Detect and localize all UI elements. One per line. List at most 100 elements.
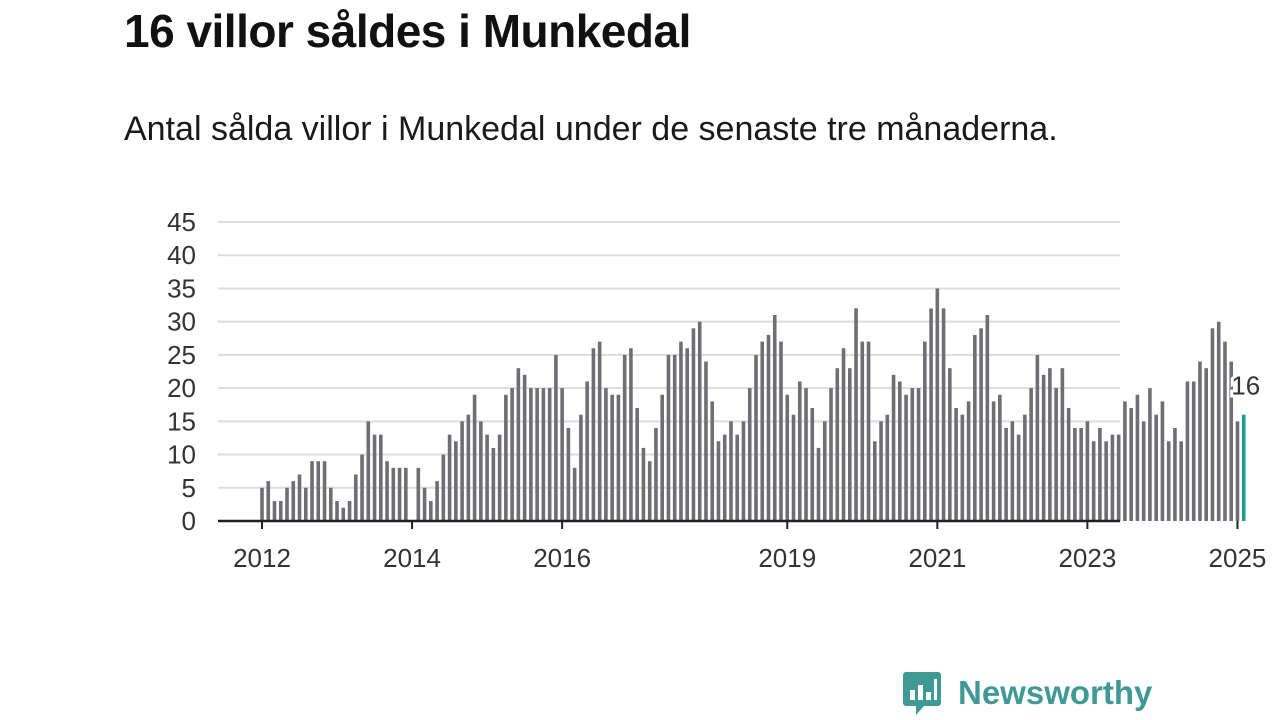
bar bbox=[810, 408, 815, 521]
bar bbox=[985, 315, 990, 521]
bar bbox=[679, 341, 683, 521]
bar bbox=[566, 427, 571, 521]
bar bbox=[772, 315, 777, 521]
bar bbox=[604, 388, 608, 521]
bar bbox=[1166, 441, 1171, 521]
bar bbox=[622, 354, 627, 521]
bar bbox=[341, 507, 346, 521]
bar bbox=[1129, 408, 1133, 521]
bar bbox=[666, 354, 671, 521]
bar-series bbox=[260, 288, 1246, 521]
bar bbox=[460, 421, 464, 521]
bar bbox=[735, 434, 740, 521]
bar bbox=[391, 467, 396, 521]
bar bbox=[491, 447, 496, 521]
bar bbox=[647, 461, 652, 521]
bar bbox=[973, 334, 977, 521]
y-tick-label: 35 bbox=[167, 273, 196, 303]
x-tick-label: 2016 bbox=[533, 543, 591, 573]
bar bbox=[860, 341, 865, 521]
bar bbox=[1098, 427, 1102, 521]
bar bbox=[760, 341, 765, 521]
bar bbox=[1179, 441, 1183, 521]
bar bbox=[954, 408, 958, 521]
highlight-value-label: 16 bbox=[1231, 371, 1260, 401]
bar bbox=[935, 288, 940, 521]
bar bbox=[891, 374, 896, 521]
bar bbox=[572, 467, 577, 521]
x-tick-label: 2014 bbox=[383, 543, 441, 573]
bar bbox=[1185, 381, 1190, 521]
bar-highlight bbox=[1241, 414, 1246, 521]
bar bbox=[929, 308, 933, 521]
bar bbox=[1198, 361, 1202, 521]
bar bbox=[328, 487, 333, 521]
y-tick-label: 20 bbox=[167, 373, 196, 403]
bar bbox=[785, 394, 790, 521]
bar bbox=[766, 334, 771, 521]
bar bbox=[285, 487, 289, 521]
bar bbox=[429, 501, 433, 521]
x-tick-label: 2023 bbox=[1058, 543, 1116, 573]
bar bbox=[560, 388, 564, 521]
bar bbox=[479, 421, 483, 521]
bar bbox=[1235, 421, 1240, 521]
bar bbox=[485, 434, 489, 521]
chart-subtitle: Antal sålda villor i Munkedal under de s… bbox=[124, 110, 1058, 148]
bar bbox=[1216, 321, 1221, 521]
bar bbox=[1048, 368, 1052, 521]
bar bbox=[916, 388, 921, 521]
bar bbox=[941, 308, 946, 521]
bar bbox=[966, 401, 971, 521]
bar bbox=[547, 388, 552, 521]
bar bbox=[510, 388, 514, 521]
bar bbox=[1035, 354, 1040, 521]
bar bbox=[816, 447, 821, 521]
bar bbox=[1148, 388, 1152, 521]
y-tick-label: 40 bbox=[167, 240, 196, 270]
bar bbox=[948, 368, 952, 521]
bar bbox=[291, 481, 296, 521]
bar bbox=[266, 481, 271, 521]
bar bbox=[829, 388, 833, 521]
bar bbox=[1079, 427, 1083, 521]
bar bbox=[529, 388, 533, 521]
y-tick-label: 10 bbox=[167, 440, 196, 470]
bar bbox=[466, 414, 471, 521]
bar bbox=[585, 381, 589, 521]
bar bbox=[923, 341, 927, 521]
bar bbox=[722, 434, 727, 521]
bar bbox=[879, 421, 883, 521]
bar bbox=[316, 461, 321, 521]
bar bbox=[353, 474, 358, 521]
bar bbox=[998, 394, 1002, 521]
bar bbox=[960, 414, 965, 521]
bar bbox=[379, 434, 383, 521]
bar bbox=[535, 388, 539, 521]
bar bbox=[1116, 434, 1121, 521]
bar bbox=[791, 414, 796, 521]
bar bbox=[616, 394, 621, 521]
bar bbox=[1066, 408, 1071, 521]
bar bbox=[522, 374, 527, 521]
bar bbox=[272, 501, 277, 521]
bar bbox=[654, 427, 658, 521]
bar bbox=[260, 487, 264, 521]
y-tick-label: 5 bbox=[182, 473, 196, 503]
y-tick-label: 15 bbox=[167, 406, 196, 436]
bar bbox=[1004, 427, 1008, 521]
bar bbox=[747, 388, 752, 521]
bar bbox=[685, 348, 690, 521]
bar bbox=[435, 481, 439, 521]
bar bbox=[303, 487, 308, 521]
y-tick-label: 45 bbox=[167, 207, 196, 237]
bar bbox=[597, 341, 602, 521]
bar bbox=[441, 454, 446, 521]
bar bbox=[1073, 427, 1077, 521]
bar bbox=[741, 421, 746, 521]
bar bbox=[1210, 328, 1215, 521]
bar bbox=[579, 414, 583, 521]
bar bbox=[1173, 427, 1177, 521]
